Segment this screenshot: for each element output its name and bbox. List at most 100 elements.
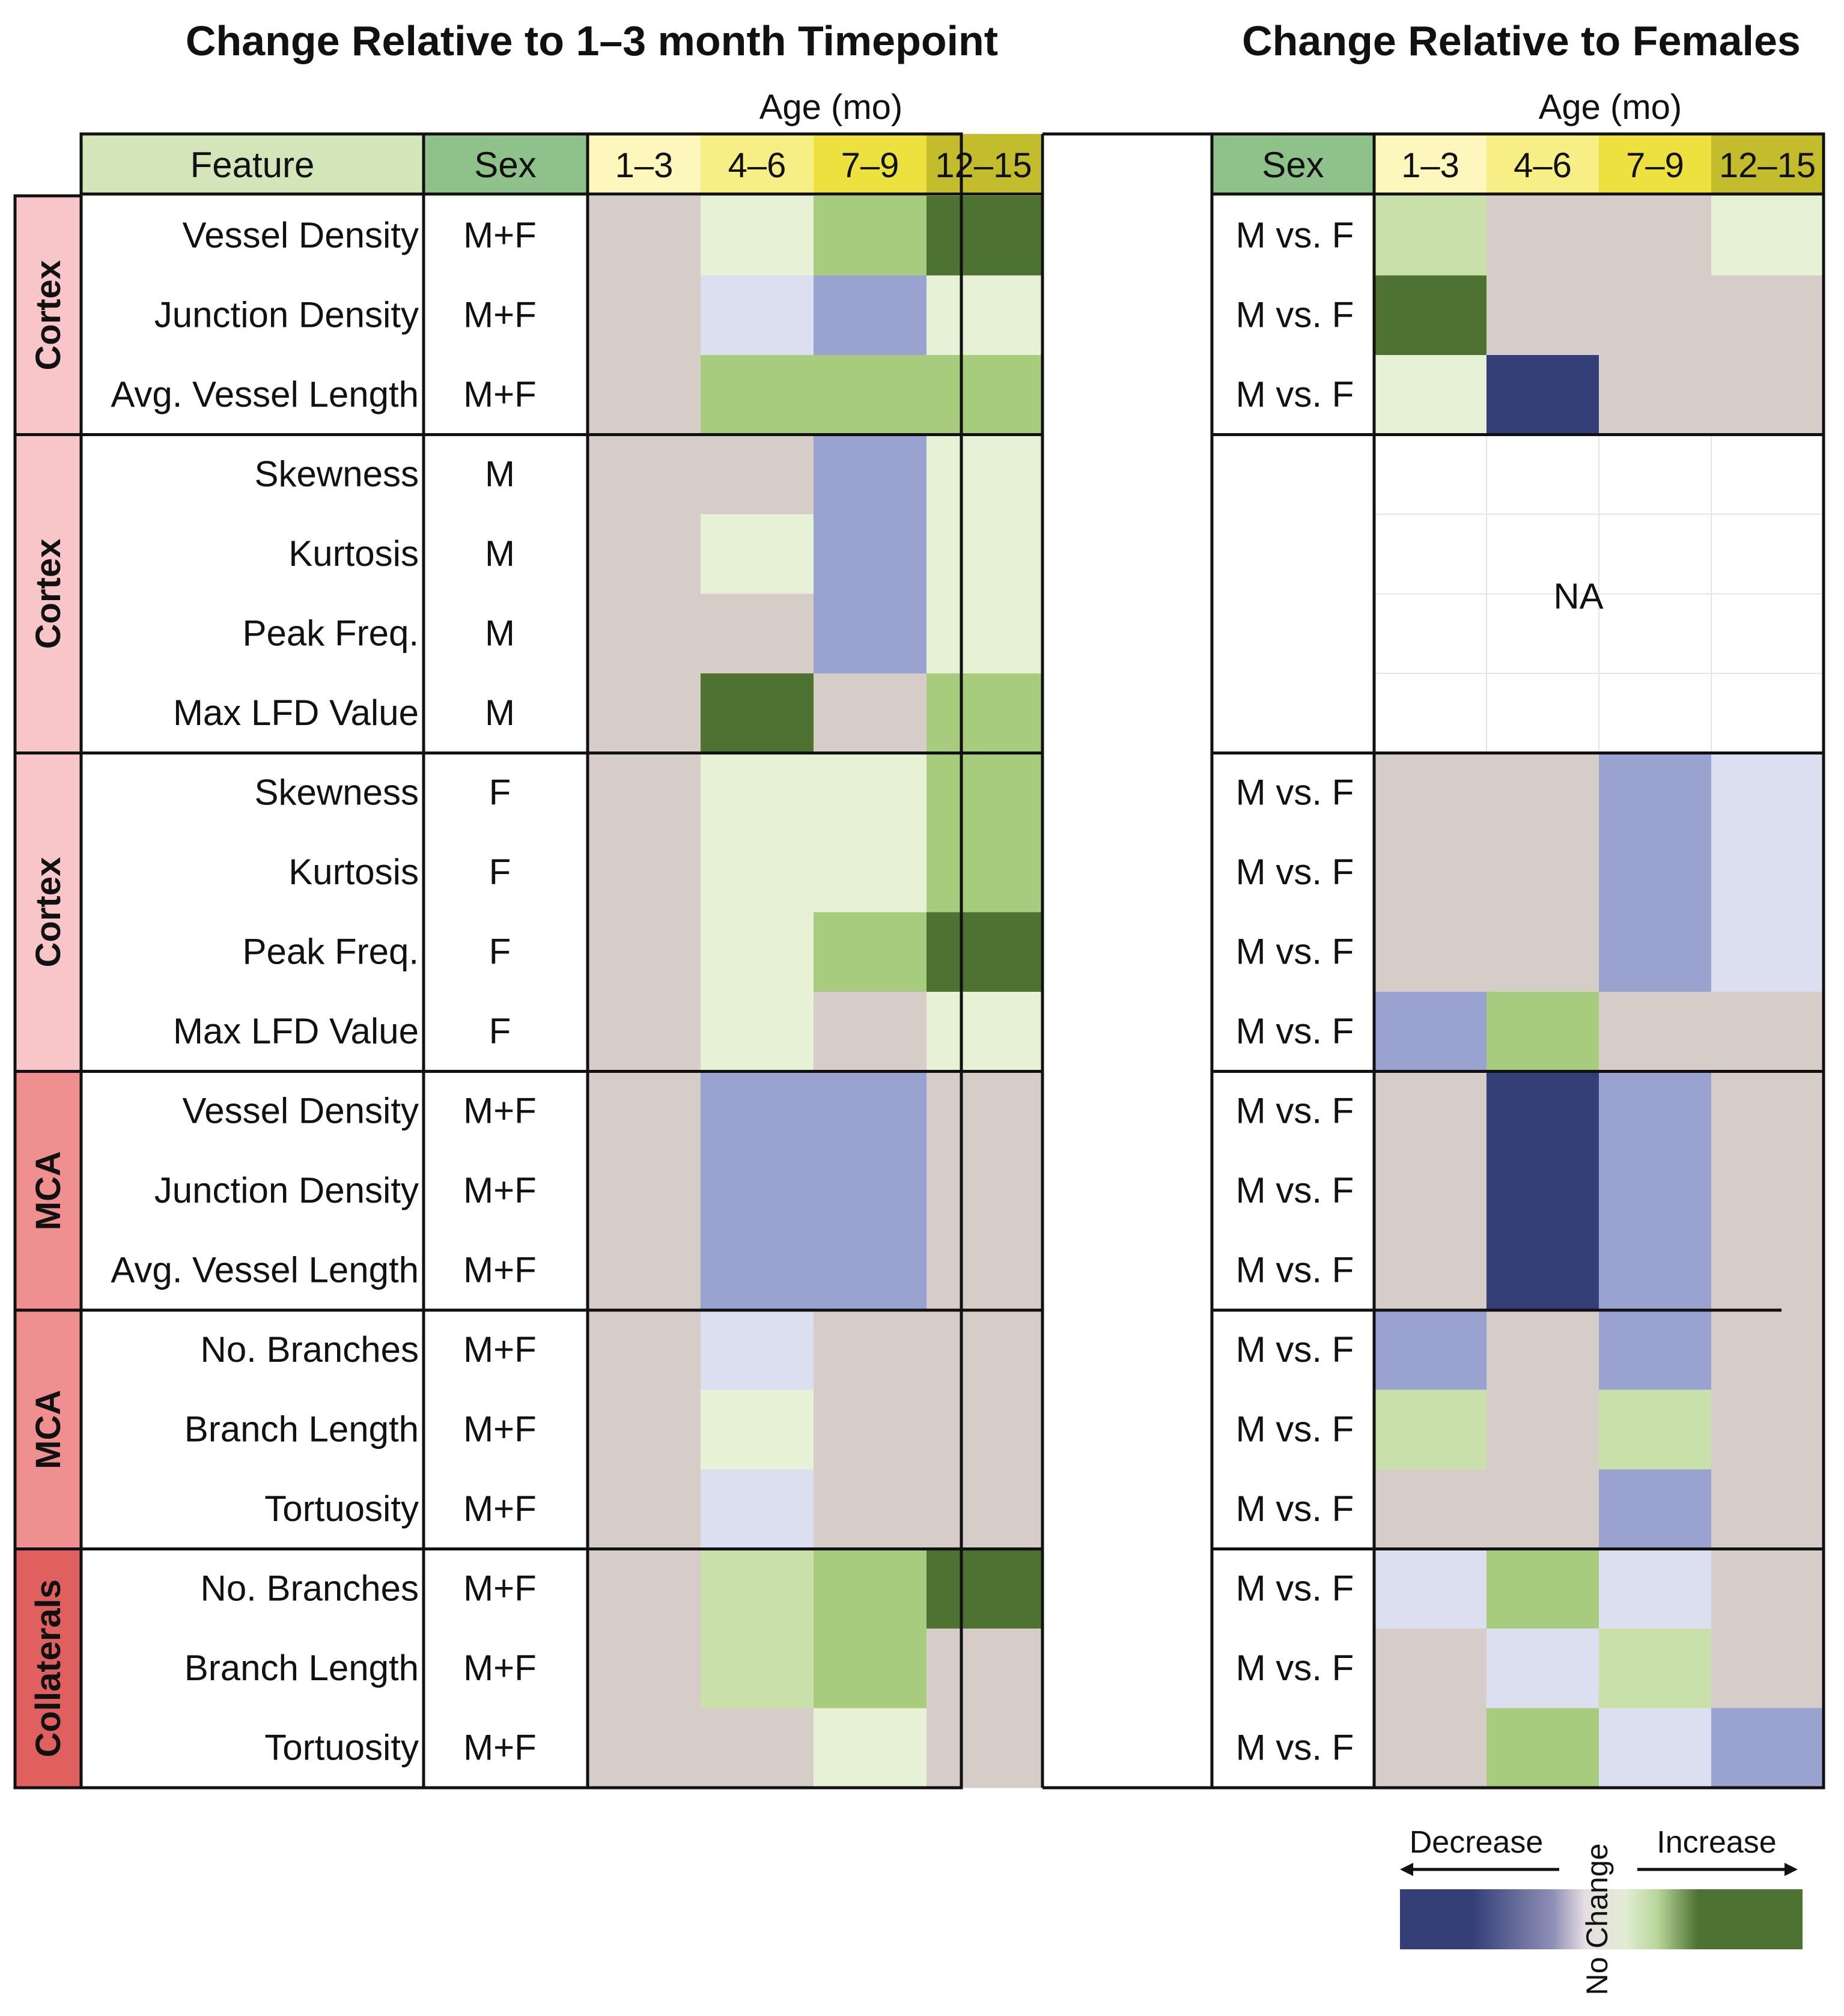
heatmap-cell-right [1599, 196, 1712, 276]
heatmap-cell-left [927, 1310, 1041, 1390]
na-block [1374, 434, 1824, 753]
region-label: Collaterals [29, 1579, 68, 1758]
heatmap-cell-right [1599, 1629, 1712, 1708]
table-frames [13, 132, 1825, 1790]
heatmap-cell-left [814, 1629, 927, 1708]
comparison-label: M vs. F [1236, 1568, 1354, 1609]
heatmap-cell-left [814, 753, 927, 833]
heatmap-cell-left [814, 1310, 927, 1390]
heatmap-cell-left [814, 1708, 927, 1788]
region-bar [15, 434, 81, 753]
heatmap-cell-left [927, 673, 1041, 753]
age-header-label: 4–6 [728, 146, 787, 185]
heatmap-cell-right [1374, 1151, 1487, 1231]
right-table-border [1210, 132, 1825, 1790]
heatmap-cell-left [814, 1389, 927, 1470]
comparison-label: M vs. F [1236, 1409, 1354, 1450]
age-header-label: 7–9 [841, 146, 899, 185]
heatmap-cell-left [927, 1549, 1041, 1629]
heatmap-cell-left [588, 1629, 701, 1708]
sex-header-label: Sex [474, 145, 536, 185]
heatmap-cell-left [588, 434, 701, 515]
feature-label: Vessel Density [182, 1091, 419, 1131]
heatmap-cell-right [1374, 1469, 1487, 1549]
heatmap-cell-left [927, 355, 1041, 435]
heatmap-cell-right [1486, 1549, 1599, 1629]
heatmap-cell-right [1486, 1629, 1599, 1708]
heatmap-cell-right [1711, 753, 1824, 833]
heatmap-cell-right [1374, 1230, 1487, 1311]
sex-label: M [485, 693, 515, 733]
age-label-left: Age (mo) [759, 88, 903, 127]
heatmap-cell-left [701, 673, 814, 753]
heatmap-cell-left [814, 594, 927, 674]
row-labels: Cortex Vessel Density M+F M vs. F Junction D… [15, 196, 1354, 1788]
heatmap-cell-right [1711, 1389, 1824, 1470]
sex-label: M [485, 454, 515, 494]
heatmap-cell-right [1711, 275, 1824, 356]
heatmap-cell-left [927, 1469, 1041, 1549]
heatmap-cell-left [927, 196, 1041, 276]
heatmap-cell-right [1711, 833, 1824, 912]
region-label: Cortex [29, 857, 68, 968]
heatmap-cell-right [1711, 992, 1824, 1072]
heatmap-right [1374, 196, 1824, 1788]
age-header-label: 7–9 [1626, 146, 1684, 185]
feature-label: Peak Freq. [243, 932, 419, 972]
heatmap-cell-left [814, 1151, 927, 1231]
heatmap-cell-right [1599, 355, 1712, 435]
sex-label: F [489, 932, 511, 972]
heatmap-cell-right [1374, 1549, 1487, 1629]
age-header-cell [1599, 134, 1711, 194]
heatmap-cell-left [927, 275, 1041, 356]
heatmap-cell-left [701, 1230, 814, 1311]
sex-label: F [489, 773, 511, 813]
heatmap-cell-left [927, 912, 1041, 992]
feature-label: Avg. Vessel Length [111, 374, 419, 414]
heatmap-cell-left [701, 833, 814, 912]
feature-label: Junction Density [154, 1170, 419, 1210]
sex-label: M+F [463, 1489, 537, 1529]
feature-label: Vessel Density [182, 215, 419, 255]
feature-label: Tortuosity [264, 1728, 419, 1768]
heatmap-cell-right [1711, 1230, 1824, 1311]
age-header-label: 12–15 [1719, 146, 1816, 185]
heatmap-cell-right [1599, 1151, 1712, 1231]
region-bar [15, 753, 81, 1072]
heatmap-cell-left [927, 434, 1041, 515]
comparison-label: M vs. F [1236, 932, 1354, 972]
comparison-label: M vs. F [1236, 1170, 1354, 1210]
heatmap-cell-left [588, 355, 701, 435]
comparison-label: M vs. F [1236, 1250, 1354, 1290]
heatmap-cell-right [1711, 1708, 1824, 1788]
heatmap-cell-left [701, 1708, 814, 1788]
heatmap-cell-right [1711, 1310, 1824, 1390]
age-header-cell [814, 134, 927, 194]
comparison-label: M vs. F [1236, 1489, 1354, 1529]
comparison-label: M vs. F [1236, 773, 1354, 813]
age-header-cell [701, 134, 814, 194]
heatmap-cell-left [701, 434, 814, 515]
heatmap-cell-right [1374, 1708, 1487, 1788]
comparison-label: M vs. F [1236, 1011, 1354, 1051]
heatmap-cell-right [1486, 1230, 1599, 1311]
sex-label: F [489, 1011, 511, 1051]
heatmap-cell-left [814, 992, 927, 1072]
heatmap-cell-right [1374, 1071, 1487, 1152]
age-header-label: 1–3 [1401, 146, 1459, 185]
heatmap-cell-left [588, 753, 701, 833]
heatmap-cell-right [1374, 196, 1487, 276]
heatmap-cell-left [927, 514, 1041, 594]
heatmap-cell-right [1374, 1629, 1487, 1708]
heatmap-cell-right [1486, 1389, 1599, 1470]
heatmap-cell-right [1486, 196, 1599, 276]
legend-no-change-label: No Change [1580, 1844, 1614, 1996]
feature-label: Avg. Vessel Length [111, 1250, 419, 1290]
heatmap-cell-left [927, 1629, 1041, 1708]
heatmap-cell-left [927, 1151, 1041, 1231]
heatmap-cell-left [588, 833, 701, 912]
feature-label: Skewness [255, 454, 419, 494]
region-label: Cortex [29, 260, 68, 371]
sex-label: M [485, 613, 515, 654]
